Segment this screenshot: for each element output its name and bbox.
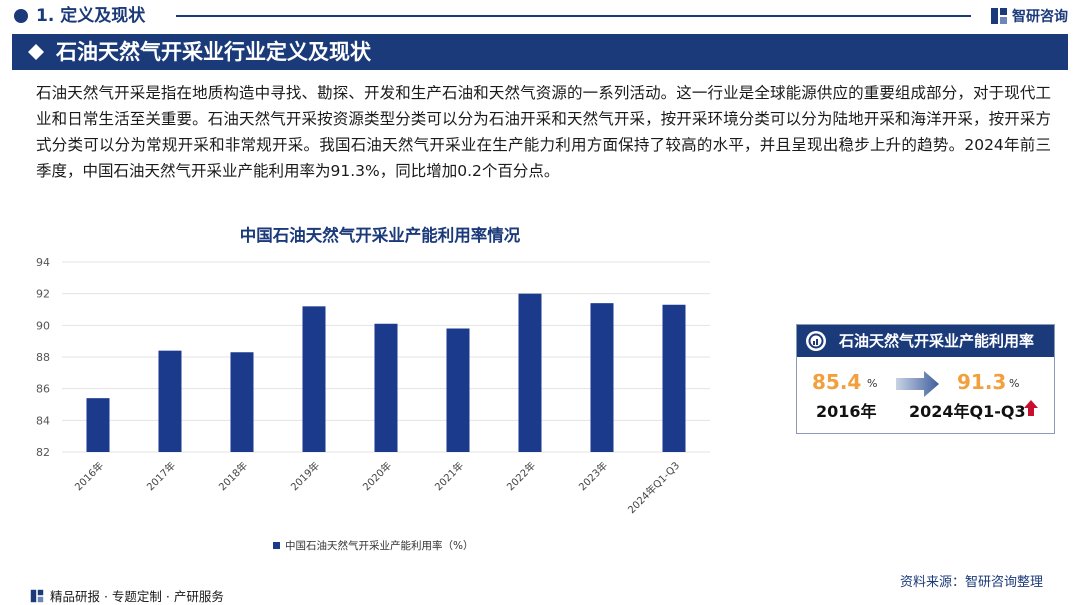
brand-logo: 智研咨询 [990,5,1068,27]
footer-services-text: 精品研报 · 专题定制 · 产研服务 [50,589,224,604]
x-tick-label: 2022年 [504,459,538,493]
x-tick-label: 2024年Q1-Q3 [625,459,682,516]
y-tick-label: 92 [36,288,50,301]
y-tick-label: 86 [36,383,50,396]
section-dot-icon [14,9,28,23]
end-value: 91.3 [957,370,1007,394]
x-tick-label: 2019年 [288,459,322,493]
x-tick-label: 2021年 [432,459,466,493]
start-value: 85.4 [812,370,862,394]
x-tick-label: 2016年 [72,459,106,493]
brand-logo-text: 智研咨询 [1012,9,1068,25]
increase-arrow-icon [1024,400,1038,416]
title-banner: 石油天然气开采业行业定义及现状 [12,34,1068,70]
data-source: 资料来源：智研咨询整理 [899,575,1043,590]
top-bar: 1. 定义及现状 智研咨询 [0,0,1080,34]
bar [518,293,542,452]
y-tick-label: 90 [36,319,50,332]
bar [86,398,110,452]
diamond-icon [28,44,44,60]
gauge-icon [806,331,826,351]
x-tick-label: 2020年 [360,459,394,493]
y-tick-label: 82 [36,446,50,459]
summary-card-header: 石油天然气开采业产能利用率 [797,325,1054,357]
brand-logo-small-icon [30,589,44,602]
page-title: 石油天然气开采业行业定义及现状 [56,40,371,64]
bar [158,350,182,452]
bar-chart: 82 84 86 88 90 92 94 2016年 2017年 2018年 2019年 2020年 2… [36,256,710,552]
bar [590,303,614,452]
bar [446,328,470,452]
start-unit: % [867,377,878,390]
start-label: 2016年 [816,402,877,421]
y-tick-label: 84 [36,414,50,427]
section-heading: 1. 定义及现状 [36,6,146,26]
legend-label: 中国石油天然气开采业产能利用率（%） [285,539,473,552]
x-tick-label: 2017年 [144,459,178,493]
bar [374,323,398,452]
trend-arrow-icon [896,371,939,397]
footer-services: 精品研报 · 专题定制 · 产研服务 [30,586,224,605]
x-tick-label: 2018年 [216,459,250,493]
intro-paragraph: 石油天然气开采是指在地质构造中寻找、勘探、开发和生产石油和天然气资源的一系列活动… [36,84,1051,180]
end-label: 2024年Q1-Q3 [909,402,1026,421]
y-tick-label: 94 [36,256,50,269]
brand-logo-icon [991,8,1007,24]
section-divider [176,15,971,17]
end-unit: % [1009,377,1020,390]
summary-card-title: 石油天然气开采业产能利用率 [839,332,1035,350]
y-tick-label: 88 [36,351,50,364]
chart-title: 中国石油天然气开采业产能利用率情况 [239,226,521,245]
bar [662,304,686,452]
bar [230,352,254,452]
x-tick-label: 2023年 [576,459,610,493]
bar [302,306,326,452]
legend-swatch [273,542,280,549]
